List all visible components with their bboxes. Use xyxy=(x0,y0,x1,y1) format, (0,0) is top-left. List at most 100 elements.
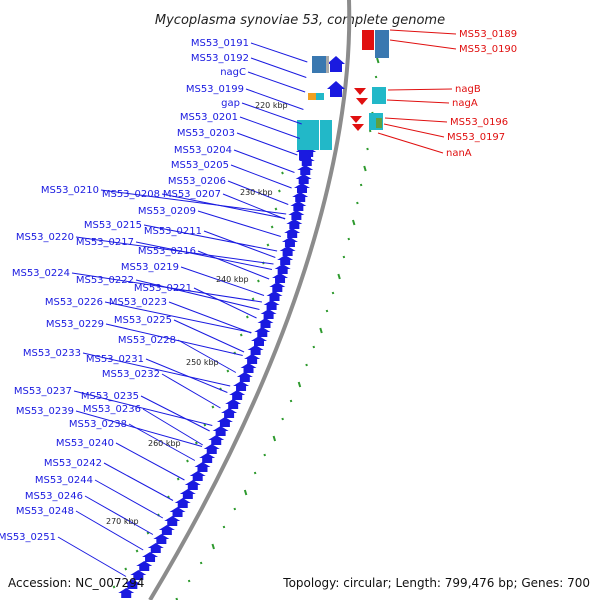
gene-arrow[interactable] xyxy=(284,228,301,238)
gene-arrow[interactable] xyxy=(199,453,216,463)
gene-label[interactable]: MS53_0201 xyxy=(180,112,238,123)
gene-arrow[interactable] xyxy=(118,588,135,598)
gene-label[interactable]: MS53_0248 xyxy=(16,506,74,517)
gene-label[interactable]: MS53_0224 xyxy=(12,268,70,279)
feature-block[interactable] xyxy=(297,120,319,150)
feature-block[interactable] xyxy=(308,93,317,100)
feature-block[interactable] xyxy=(372,87,386,104)
gene-label[interactable]: MS53_0206 xyxy=(168,176,226,187)
gene-arrow[interactable] xyxy=(169,507,186,517)
gene-label[interactable]: MS53_0190 xyxy=(459,44,517,55)
gene-arrow[interactable] xyxy=(288,210,305,220)
gene-label[interactable]: MS53_0210 xyxy=(41,185,99,196)
gene-arrow[interactable] xyxy=(164,516,181,526)
gene-arrow[interactable] xyxy=(203,444,220,454)
gene-label[interactable]: MS53_0226 xyxy=(45,297,103,308)
gene-label[interactable]: MS53_0235 xyxy=(81,391,139,402)
gene-arrow[interactable] xyxy=(194,462,211,472)
gene-arrow-reverse[interactable] xyxy=(354,88,366,95)
gene-label[interactable]: MS53_0237 xyxy=(14,386,72,397)
gene-label[interactable]: MS53_0240 xyxy=(56,438,114,449)
feature-block[interactable] xyxy=(312,56,326,73)
gene-arrow[interactable] xyxy=(233,381,250,391)
gene-arrow[interactable] xyxy=(212,426,229,436)
gene-arrow-reverse[interactable] xyxy=(352,124,364,131)
gene-label[interactable]: MS53_0208 xyxy=(102,189,160,200)
gene-label[interactable]: MS53_0225 xyxy=(114,315,172,326)
gene-arrow[interactable] xyxy=(158,525,175,535)
gene-label[interactable]: nagC xyxy=(220,67,246,78)
gene-label[interactable]: MS53_0220 xyxy=(16,232,74,243)
gene-arrow[interactable] xyxy=(277,255,294,265)
gene-arrow[interactable] xyxy=(189,471,206,481)
gene-arrow[interactable] xyxy=(136,561,153,571)
gene-label[interactable]: MS53_0238 xyxy=(69,419,127,430)
gene-label[interactable]: MS53_0191 xyxy=(191,38,249,49)
gene-label[interactable]: gap xyxy=(221,98,240,109)
feature-block[interactable] xyxy=(376,118,382,128)
gene-arrow-reverse[interactable] xyxy=(350,116,362,123)
gene-arrow[interactable] xyxy=(295,174,312,184)
gene-label[interactable]: MS53_0231 xyxy=(86,354,144,365)
gene-arrow[interactable] xyxy=(147,543,164,553)
gene-arrow[interactable] xyxy=(208,435,225,445)
gene-arrow[interactable] xyxy=(247,345,264,355)
gene-arrow[interactable] xyxy=(153,534,170,544)
gene-arrow[interactable] xyxy=(254,327,271,337)
gene-arrow[interactable] xyxy=(130,570,147,580)
feature-block[interactable] xyxy=(375,30,389,58)
gene-label[interactable]: MS53_0207 xyxy=(163,189,221,200)
gene-arrow[interactable] xyxy=(290,201,307,211)
gene-label[interactable]: MS53_0211 xyxy=(144,226,202,237)
gene-arrow[interactable] xyxy=(240,363,257,373)
gene-arrow[interactable] xyxy=(142,552,159,562)
gene-arrow[interactable] xyxy=(274,264,291,274)
feature-block[interactable] xyxy=(326,56,329,73)
gene-arrow[interactable] xyxy=(286,219,303,229)
gene-arrow[interactable] xyxy=(124,579,141,589)
gene-label[interactable]: MS53_0197 xyxy=(447,132,505,143)
gene-label[interactable]: MS53_0228 xyxy=(118,335,176,346)
gene-label[interactable]: MS53_0242 xyxy=(44,458,102,469)
gene-arrow[interactable] xyxy=(272,273,289,283)
gene-arrow-reverse[interactable] xyxy=(356,98,368,105)
gene-label[interactable]: MS53_0236 xyxy=(83,404,141,415)
gene-arrow[interactable] xyxy=(292,192,309,202)
gene-label[interactable]: MS53_0239 xyxy=(16,406,74,417)
gene-arrow[interactable] xyxy=(225,399,242,409)
gene-arrow[interactable] xyxy=(216,417,233,427)
gene-arrow[interactable] xyxy=(174,498,191,508)
gene-label[interactable]: MS53_0189 xyxy=(459,29,517,40)
gene-label[interactable]: MS53_0244 xyxy=(35,475,93,486)
gene-arrow[interactable] xyxy=(184,480,201,490)
gene-arrow[interactable] xyxy=(266,291,283,301)
feature-block[interactable] xyxy=(362,30,374,50)
gene-label[interactable]: MS53_0229 xyxy=(46,319,104,330)
gene-arrow[interactable] xyxy=(257,318,274,328)
gene-label[interactable]: MS53_0203 xyxy=(177,128,235,139)
feature-block[interactable] xyxy=(320,120,332,150)
gene-label[interactable]: nanA xyxy=(446,148,472,159)
gene-label[interactable]: MS53_0205 xyxy=(171,160,229,171)
gene-arrow[interactable] xyxy=(293,183,310,193)
gene-arrow[interactable] xyxy=(179,489,196,499)
gene-label[interactable]: nagA xyxy=(452,98,478,109)
gene-label[interactable]: MS53_0215 xyxy=(84,220,142,231)
gene-label[interactable]: MS53_0199 xyxy=(186,84,244,95)
gene-label[interactable]: MS53_0251 xyxy=(0,532,56,543)
gene-arrow[interactable] xyxy=(279,246,296,256)
gene-arrow[interactable] xyxy=(327,56,345,72)
gene-arrow[interactable] xyxy=(229,390,246,400)
gene-arrow[interactable] xyxy=(263,300,280,310)
gene-label[interactable]: MS53_0204 xyxy=(174,145,232,156)
gene-label[interactable]: MS53_0217 xyxy=(76,237,134,248)
gene-label[interactable]: MS53_0222 xyxy=(76,275,134,286)
gene-arrow[interactable] xyxy=(221,408,238,418)
gene-label[interactable]: MS53_0232 xyxy=(102,369,160,380)
gene-label[interactable]: MS53_0192 xyxy=(191,53,249,64)
gene-arrow[interactable] xyxy=(327,81,345,97)
gene-arrow[interactable] xyxy=(297,165,314,175)
gene-arrow[interactable] xyxy=(244,354,261,364)
gene-label[interactable]: MS53_0223 xyxy=(109,297,167,308)
gene-arrow[interactable] xyxy=(269,282,286,292)
